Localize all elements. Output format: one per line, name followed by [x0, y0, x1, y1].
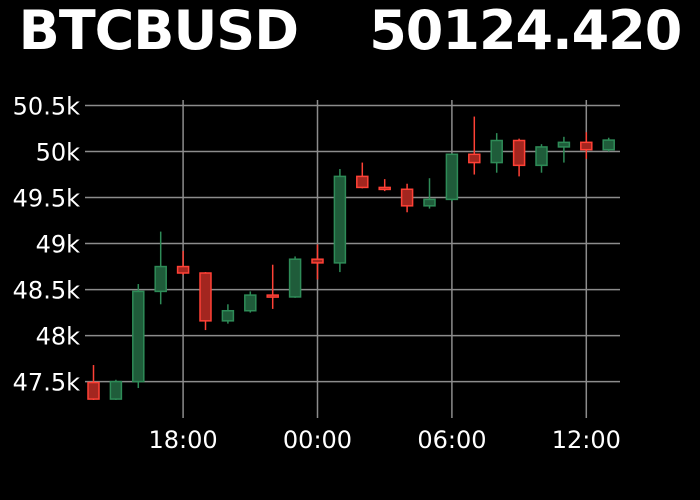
candle-body	[154, 265, 167, 293]
y-axis-ticks: 47.5k 48k 48.5k 49k 49.5k 50k 50.5k	[13, 93, 80, 397]
candle-up	[109, 379, 123, 400]
candle-up	[423, 178, 436, 209]
candle-body	[109, 380, 123, 400]
y-tick-label: 47.5k	[13, 369, 80, 397]
candle-body	[423, 198, 436, 207]
candle-up	[288, 256, 302, 298]
candle-up	[557, 136, 571, 163]
y-tick-label: 48.5k	[13, 277, 80, 305]
candle-body	[87, 381, 100, 400]
candle-body	[199, 272, 212, 322]
candle-up	[445, 153, 459, 202]
x-tick-label: 12:00	[552, 426, 621, 454]
candle-body	[356, 175, 369, 189]
candle-body	[333, 175, 347, 264]
candle-body	[400, 188, 414, 207]
y-tick-label: 48k	[36, 323, 81, 351]
candle-down	[311, 244, 324, 280]
candles	[87, 116, 615, 400]
x-tick-label: 00:00	[283, 426, 352, 454]
candle-up	[132, 284, 145, 389]
candle-down	[266, 264, 279, 309]
candle-down	[176, 250, 190, 275]
candle-body	[266, 294, 279, 298]
candle-body	[221, 309, 235, 322]
candle-down	[400, 183, 414, 213]
x-axis-ticks: 18:00 00:00 06:00 12:00	[149, 426, 621, 454]
candle-body	[244, 294, 257, 312]
y-tick-label: 50.5k	[13, 93, 80, 121]
candle-down	[468, 116, 481, 175]
y-tick-label: 49k	[36, 231, 81, 259]
candle-body	[288, 258, 302, 298]
candle-down	[356, 162, 369, 189]
chart-title: BTCBUSD 50124.420	[18, 0, 683, 62]
candle-down	[512, 138, 526, 177]
candle-down	[580, 132, 593, 159]
candle-body	[311, 258, 324, 264]
candle-body	[490, 139, 503, 164]
candle-body	[557, 141, 571, 148]
candle-up	[221, 304, 235, 324]
candle-body	[535, 146, 548, 167]
x-tick-label: 06:00	[417, 426, 486, 454]
candle-down	[378, 179, 391, 192]
candle-up	[154, 231, 167, 305]
candle-down	[199, 272, 212, 331]
candle-body	[602, 139, 615, 151]
y-tick-label: 50k	[36, 139, 81, 167]
x-tick-label: 18:00	[149, 426, 218, 454]
candle-up	[602, 137, 615, 152]
candle-down	[87, 365, 100, 400]
candle-body	[176, 265, 190, 274]
candle-up	[333, 169, 347, 273]
candle-body	[132, 290, 145, 383]
candle-up	[490, 133, 503, 173]
candle-body	[512, 139, 526, 167]
candle-body	[445, 153, 459, 201]
candle-body	[378, 186, 391, 191]
candle-body	[580, 141, 593, 151]
candle-body	[468, 153, 481, 164]
y-tick-label: 49.5k	[13, 185, 80, 213]
candle-up	[535, 144, 548, 173]
candle-up	[244, 291, 257, 313]
